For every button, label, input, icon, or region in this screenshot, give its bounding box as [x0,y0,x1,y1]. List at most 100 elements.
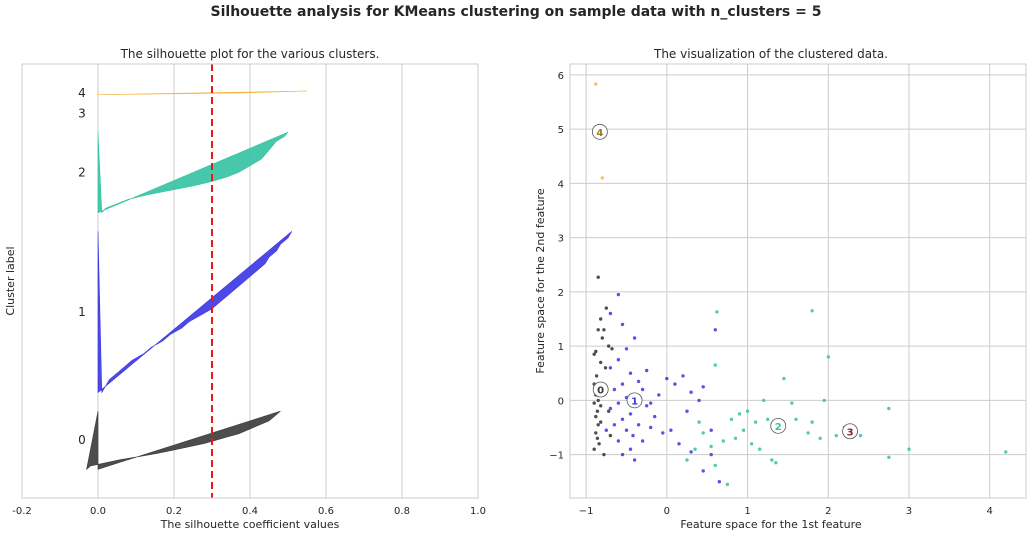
scatter-point-cluster-2 [725,482,730,487]
scatter-point-cluster-0 [608,433,613,438]
scatter-point-cluster-1 [628,371,633,375]
scatter-point-cluster-2 [762,398,766,403]
scatter-point-cluster-1 [653,414,657,419]
scatter-point-cluster-1 [636,379,641,384]
scatter-point-cluster-1 [649,401,653,405]
scatter-point-cluster-1 [628,412,633,416]
scatter-point-cluster-0 [596,275,600,279]
scatter-point-cluster-2 [774,461,778,465]
cluster-center-marker [626,392,643,409]
scatter-point-cluster-2 [810,420,814,424]
scatter-y-tick-label: −1 [549,451,564,462]
scatter-point-cluster-2 [858,433,863,438]
scatter-point-cluster-1 [649,425,653,430]
scatter-point-cluster-2 [749,442,754,446]
silhouette-cluster-label: 0 [78,433,86,447]
scatter-point-cluster-2 [709,444,713,449]
scatter-point-cluster-1 [631,433,635,438]
scatter-point-cluster-1 [701,469,705,473]
scatter-point-cluster-2 [766,417,770,421]
scatter-point-cluster-1 [620,452,625,457]
silhouette-x-tick-label: -0.2 [12,506,32,517]
scatter-point-cluster-2 [806,431,810,435]
cluster-center-marker [591,123,608,140]
scatter-point-cluster-1 [608,406,613,411]
silhouette-x-tick-label: 0.6 [318,506,334,517]
scatter-point-cluster-1 [616,292,621,297]
scatter-point-cluster-0 [594,349,598,354]
scatter-point-cluster-0 [602,452,606,457]
scatter-y-tick-label: 3 [558,234,564,245]
cluster-center-label: 3 [847,427,854,438]
scatter-point-cluster-1 [620,382,625,386]
scatter-point-cluster-2 [790,401,794,405]
scatter-point-cluster-0 [597,442,601,446]
scatter-point-cluster-2 [701,431,705,435]
scatter-point-cluster-1 [616,439,621,443]
scatter-point-cluster-0 [600,336,604,340]
scatter-point-cluster-0 [592,401,596,405]
silhouette-plot: -0.2 0.0 0.2 0.4 0.6 0.8 1.0 0 1 2 3 4 The silhouett… [4,47,486,531]
cluster-center-label: 2 [775,422,782,433]
scatter-point-cluster-2 [794,417,798,421]
silhouette-cluster-label: 2 [78,165,86,179]
cluster-center-label: 1 [631,396,638,407]
scatter-y-tick-label: 6 [558,71,564,82]
scatter-point-cluster-0 [595,409,600,413]
scatter-point-cluster-1 [657,393,661,397]
scatter-point-cluster-4 [600,176,604,180]
scatter-point-cluster-1 [624,347,629,351]
scatter-point-cluster-2 [737,412,742,416]
scatter-point-cluster-2 [887,455,891,459]
scatter-point-cluster-1 [620,417,625,421]
scatter-point-cluster-1 [616,358,621,362]
scatter-y-tick-label: 2 [558,288,564,299]
cluster-center-label: 4 [596,128,603,139]
scatter-point-cluster-1 [628,447,633,451]
scatter-point-cluster-2 [907,447,911,451]
scatter-point-cluster-0 [595,436,600,440]
silhouette-y-axis-label: Cluster label [4,246,17,315]
scatter-point-cluster-2 [715,310,719,314]
scatter-point-cluster-1 [645,368,649,373]
scatter-point-cluster-1 [685,409,689,413]
silhouette-cluster-4 [97,90,308,96]
scatter-point-cluster-0 [594,374,599,378]
scatter-x-tick-label: 2 [825,506,831,517]
silhouette-cluster-label: 1 [78,305,86,319]
silhouette-cluster-0 [86,410,281,471]
figure-suptitle: Silhouette analysis for KMeans clusterin… [210,4,822,20]
silhouette-plot-title: The silhouette plot for the various clus… [120,47,380,61]
scatter-x-tick-label: 4 [986,506,992,517]
scatter-point-cluster-1 [616,401,621,405]
scatter-x-tick-label: 0 [664,506,670,517]
scatter-point-cluster-2 [729,417,734,421]
scatter-point-cluster-2 [782,376,786,381]
scatter-y-tick-label: 1 [558,342,564,353]
scatter-x-tick-label: 1 [744,506,750,517]
scatter-point-cluster-2 [713,463,717,468]
scatter-plot-area [570,64,1026,498]
cluster-center-label: 0 [597,386,604,397]
scatter-point-cluster-2 [822,398,826,403]
scatter-point-cluster-1 [612,387,617,392]
scatter-point-cluster-0 [607,344,611,348]
cluster-center-marker [592,381,609,398]
scatter-point-cluster-1 [640,387,645,392]
scatter-point-cluster-1 [697,398,701,403]
scatter-point-cluster-2 [770,458,774,462]
scatter-point-cluster-1 [665,376,669,381]
scatter-point-cluster-2 [810,309,814,313]
scatter-point-cluster-2 [713,363,717,367]
scatter-point-cluster-2 [1004,450,1008,454]
scatter-point-cluster-0 [596,398,600,403]
scatter-point-cluster-1 [604,428,608,432]
scatter-point-cluster-1 [636,423,641,427]
silhouette-cluster-label: 4 [78,86,86,100]
scatter-point-cluster-0 [603,366,608,370]
scatter-point-cluster-0 [592,352,596,356]
scatter-point-cluster-1 [661,431,665,435]
silhouette-x-tick-label: 0.4 [242,506,258,517]
scatter-point-cluster-1 [624,428,629,432]
